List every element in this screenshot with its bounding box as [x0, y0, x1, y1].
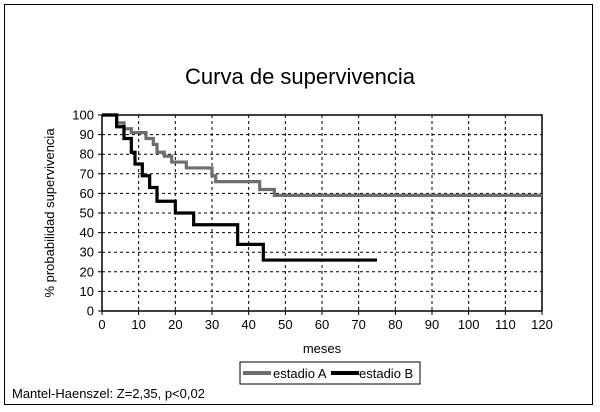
y-tick-label: 0: [87, 304, 94, 319]
y-axis-label: % probabilidad supervivencia: [42, 128, 57, 298]
x-tick-label: 90: [425, 317, 439, 332]
legend-box: [239, 361, 421, 385]
x-tick-label: 60: [315, 317, 329, 332]
x-tick-label: 80: [388, 317, 402, 332]
y-tick-label: 80: [80, 147, 94, 162]
x-tick-label: 40: [241, 317, 255, 332]
y-tick-label: 30: [80, 245, 94, 260]
y-tick-label: 90: [80, 127, 94, 142]
legend-label-estadio-b: estadio B: [359, 366, 413, 381]
y-axis-ticks: 0 10 20 30 40 50 60 70 80 90 100: [72, 108, 102, 319]
y-tick-label: 50: [80, 206, 94, 221]
y-tick-label: 70: [80, 166, 94, 181]
x-tick-label: 10: [131, 317, 145, 332]
series-line-estadio-a: [102, 113, 542, 197]
x-tick-label: 30: [205, 317, 219, 332]
x-tick-label: 0: [98, 317, 105, 332]
series-layer: [102, 113, 542, 262]
x-axis-ticks: 0 10 20 30 40 50 60 70 80 90 100 110 120: [98, 311, 553, 332]
y-tick-label: 20: [80, 264, 94, 279]
y-tick-label: 100: [72, 108, 94, 123]
series-line-estadio-b: [102, 113, 377, 262]
y-tick-label: 60: [80, 186, 94, 201]
legend: estadio A estadio B: [239, 361, 421, 385]
x-tick-label: 120: [531, 317, 553, 332]
x-tick-label: 50: [278, 317, 292, 332]
x-axis-label: meses: [303, 341, 342, 356]
x-tick-label: 110: [495, 317, 516, 332]
y-tick-label: 40: [80, 225, 94, 240]
x-tick-label: 70: [351, 317, 365, 332]
chart-title: Curva de supervivencia: [185, 64, 416, 89]
y-tick-label: 10: [80, 284, 94, 299]
x-tick-label: 20: [168, 317, 182, 332]
grid: [102, 115, 542, 311]
x-tick-label: 100: [458, 317, 480, 332]
legend-label-estadio-a: estadio A: [273, 366, 327, 381]
statistical-test-note: Mantel-Haenszel: Z=2,35, p<0,02: [12, 386, 205, 401]
